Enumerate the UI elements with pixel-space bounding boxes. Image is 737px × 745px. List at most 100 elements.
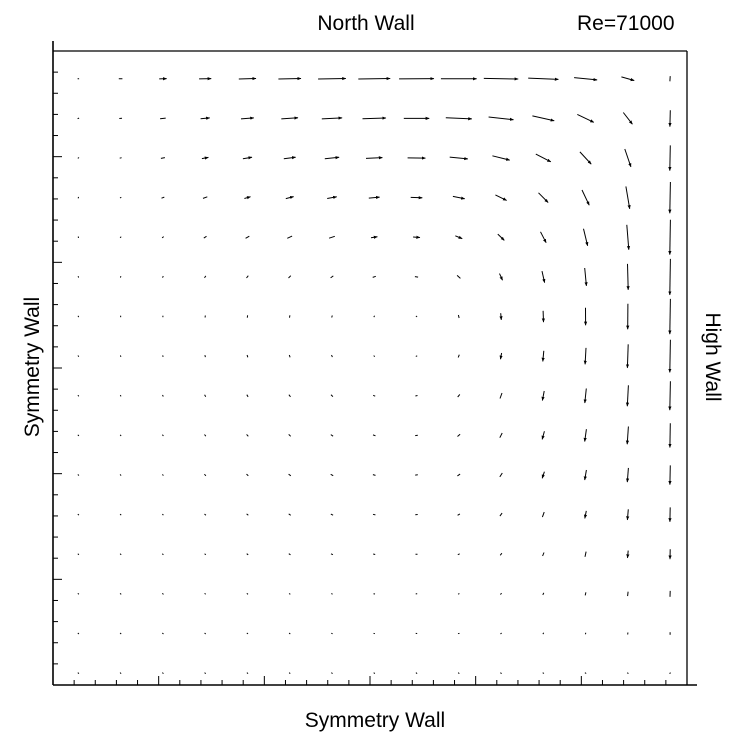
velocity-arrow xyxy=(584,551,587,557)
velocity-arrow xyxy=(415,315,418,318)
velocity-arrow xyxy=(288,553,291,556)
velocity-arrow xyxy=(288,672,291,674)
velocity-arrow xyxy=(119,434,122,437)
velocity-arrow xyxy=(626,672,629,674)
velocity-arrow xyxy=(372,275,376,278)
velocity-arrow xyxy=(622,112,633,125)
velocity-arrow xyxy=(77,672,80,674)
velocity-arrow xyxy=(330,275,334,279)
velocity-arrow xyxy=(285,195,294,200)
bottom-symmetry-wall-label: Symmetry Wall xyxy=(304,709,446,732)
velocity-arrow xyxy=(204,354,206,358)
velocity-arrow xyxy=(542,552,545,557)
velocity-arrow xyxy=(457,513,461,516)
velocity-arrow xyxy=(287,235,293,239)
velocity-arrow xyxy=(330,394,334,397)
velocity-arrow xyxy=(119,157,122,159)
velocity-arrow xyxy=(413,235,421,239)
velocity-arrow xyxy=(202,196,208,199)
velocity-arrow xyxy=(201,156,209,160)
velocity-arrow xyxy=(161,553,164,556)
velocity-arrow xyxy=(542,672,545,674)
velocity-arrow xyxy=(246,275,249,279)
velocity-arrow xyxy=(204,632,207,635)
velocity-arrow xyxy=(668,181,672,214)
velocity-arrow xyxy=(77,196,80,199)
velocity-arrow xyxy=(162,434,164,437)
velocity-arrow xyxy=(584,672,587,674)
velocity-arrow xyxy=(581,189,590,206)
velocity-arrow xyxy=(324,156,340,160)
velocity-arrow xyxy=(372,474,376,476)
velocity-arrow xyxy=(372,513,376,516)
velocity-arrow xyxy=(414,276,419,278)
velocity-arrow xyxy=(77,355,80,358)
velocity-arrow xyxy=(625,186,631,210)
velocity-arrow xyxy=(457,314,460,319)
velocity-arrow xyxy=(77,632,80,635)
velocity-arrow xyxy=(457,354,460,358)
velocity-arrow xyxy=(583,347,587,365)
velocity-arrow xyxy=(445,117,473,121)
velocity-arrow xyxy=(532,115,555,122)
velocity-arrow xyxy=(668,339,672,373)
velocity-arrow xyxy=(245,235,250,239)
velocity-arrow xyxy=(457,672,460,674)
velocity-arrow xyxy=(583,388,587,404)
velocity-arrow xyxy=(495,194,507,201)
velocity-arrow xyxy=(281,116,299,120)
velocity-arrow xyxy=(288,354,291,358)
velocity-arrow xyxy=(452,195,466,200)
velocity-arrow xyxy=(77,434,80,437)
velocity-arrow xyxy=(456,275,461,279)
velocity-arrow xyxy=(538,192,549,203)
velocity-arrow xyxy=(368,195,380,200)
velocity-arrow xyxy=(499,313,503,321)
velocity-arrow xyxy=(372,394,376,397)
velocity-arrow xyxy=(331,315,333,318)
velocity-arrow xyxy=(449,156,469,161)
velocity-arrow xyxy=(246,513,249,516)
velocity-arrow xyxy=(499,432,503,438)
velocity-arrow xyxy=(415,395,418,397)
velocity-arrow xyxy=(119,196,122,199)
velocity-arrow xyxy=(119,355,122,357)
velocity-arrow xyxy=(246,434,249,437)
velocity-arrow xyxy=(119,553,122,556)
velocity-arrow xyxy=(321,116,343,120)
velocity-arrow xyxy=(500,632,502,635)
velocity-arrow xyxy=(457,593,460,595)
velocity-arrow xyxy=(238,77,257,81)
velocity-arrow xyxy=(119,236,122,239)
velocity-arrow xyxy=(204,394,207,397)
velocity-arrow xyxy=(330,434,334,437)
velocity-arrow xyxy=(119,513,122,516)
velocity-arrow xyxy=(541,270,546,283)
velocity-arrow xyxy=(204,672,207,675)
velocity-arrow xyxy=(584,592,587,596)
velocity-arrow xyxy=(288,434,292,437)
velocity-arrow xyxy=(373,672,376,674)
velocity-arrow xyxy=(246,354,249,358)
velocity-arrow xyxy=(246,593,249,595)
velocity-arrow xyxy=(668,219,672,255)
velocity-arrow xyxy=(288,513,291,516)
velocity-arrow xyxy=(624,148,632,168)
velocity-arrow xyxy=(457,433,461,437)
velocity-arrow xyxy=(373,355,376,358)
velocity-arrow xyxy=(77,394,80,397)
velocity-arrow xyxy=(331,354,333,358)
velocity-arrow xyxy=(528,77,559,81)
velocity-vectors xyxy=(77,76,672,675)
velocity-arrow xyxy=(362,116,387,120)
velocity-arrow xyxy=(77,593,80,595)
reynolds-number-label: Re=71000 xyxy=(577,12,675,35)
velocity-arrow xyxy=(499,273,503,281)
velocity-arrow xyxy=(288,275,292,279)
velocity-arrow xyxy=(331,593,333,595)
velocity-arrow xyxy=(542,592,545,596)
velocity-arrow xyxy=(365,156,383,160)
velocity-arrow xyxy=(288,593,291,595)
velocity-arrow xyxy=(669,672,671,674)
velocity-arrow xyxy=(668,381,672,411)
